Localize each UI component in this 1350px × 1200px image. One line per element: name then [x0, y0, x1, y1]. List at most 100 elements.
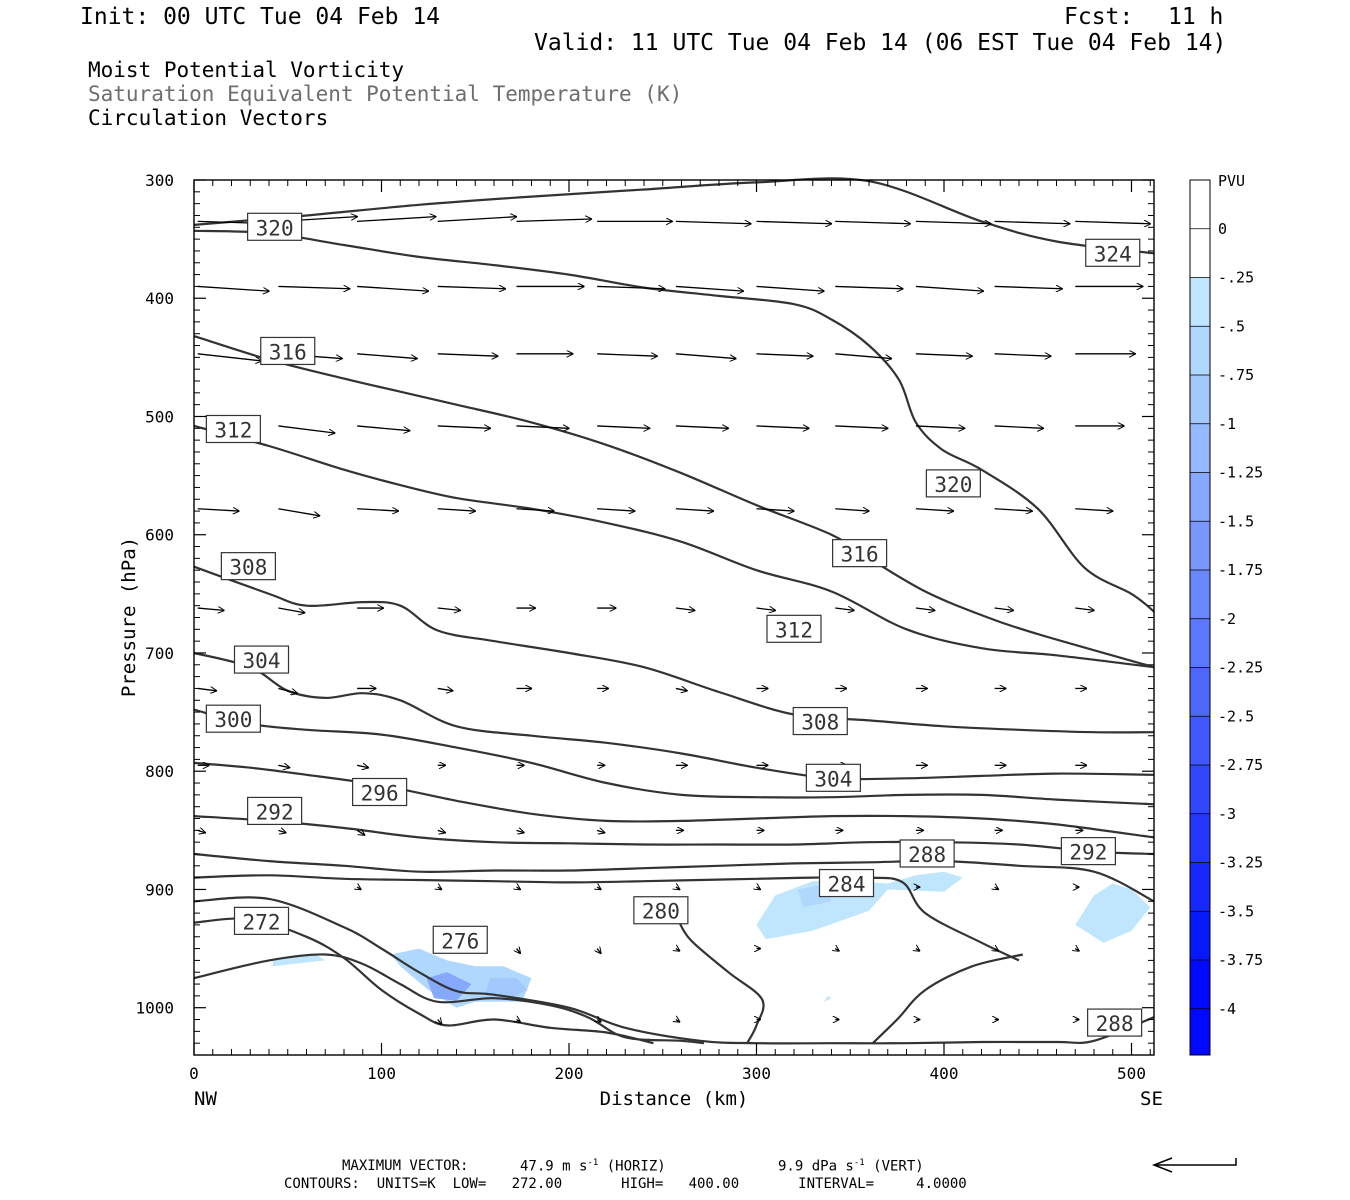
circulation-vector: [994, 221, 1070, 223]
circulation-vector: [994, 426, 1044, 428]
x-tick-label: 0: [189, 1064, 199, 1083]
circulation-vector: [437, 354, 498, 356]
circulation-vector: [597, 426, 650, 428]
colorbar-swatch: [1190, 277, 1210, 327]
circulation-vector: [597, 354, 657, 356]
circulation-vector: [995, 949, 999, 951]
contour-label: 288: [899, 839, 955, 868]
contour-label-box: [247, 796, 303, 826]
colorbar-swatch: [1190, 618, 1210, 668]
circulation-vector: [676, 887, 680, 889]
title-theta-es: Saturation Equivalent Potential Temperat…: [88, 82, 683, 106]
max-vector-label: MAXIMUM VECTOR:: [342, 1158, 469, 1174]
colorbar-swatch: [1190, 862, 1210, 912]
contour-label-text: 272: [243, 910, 281, 934]
contour-label: 292: [1060, 837, 1116, 866]
title-vectors: Circulation Vectors: [88, 106, 329, 130]
circulation-vector: [1075, 949, 1079, 951]
y-tick-label: 400: [145, 289, 174, 308]
circulation-vector: [1075, 608, 1094, 610]
y-tick-label: 1000: [135, 999, 174, 1018]
colorbar-swatch: [1190, 423, 1210, 473]
circulation-vector: [1075, 509, 1113, 511]
contour-label: 312: [766, 614, 822, 643]
circulation-vector: [437, 509, 476, 511]
contours-info: CONTOURS: UNITS=K LOW= 272.00 HIGH= 400.…: [284, 1176, 967, 1192]
contour-label-box: [247, 212, 303, 241]
y-tick-label: 700: [145, 644, 174, 663]
contour-label-text: 316: [269, 340, 307, 364]
x-label-se: SE: [1140, 1088, 1163, 1110]
theta-es-contour: [193, 852, 1155, 903]
circulation-vector: [197, 353, 262, 361]
x-axis-label: Distance (km): [600, 1088, 749, 1110]
title-mpv: Moist Potential Vorticity: [88, 58, 405, 82]
pv-shade-region: [426, 972, 472, 1001]
colorbar-swatch: [1190, 472, 1210, 522]
circulation-vector: [278, 687, 297, 693]
forecast-hours: 11 h: [1168, 4, 1224, 30]
contour-label: 312: [205, 414, 261, 444]
contour-label-text: 304: [243, 649, 281, 673]
circulation-vector: [675, 608, 695, 610]
y-tick-label: 900: [145, 880, 174, 899]
colorbar-swatch: [1190, 521, 1210, 570]
circulation-vector: [517, 949, 521, 954]
circulation-vector: [756, 354, 813, 356]
colorbar-label: 0: [1218, 220, 1227, 238]
colorbar-label: -3.5: [1218, 902, 1254, 920]
circulation-vector: [437, 286, 506, 288]
circulation-vector: [835, 608, 854, 610]
circulation-vector: [675, 509, 714, 511]
circulation-vector: [915, 285, 984, 291]
theta-es-contour: [193, 761, 1155, 839]
contour-label-box: [260, 336, 316, 366]
contour-label-box: [766, 614, 822, 643]
colorbar-label: -.5: [1218, 317, 1245, 335]
circulation-vector: [676, 949, 680, 951]
theta-es-contour: [193, 565, 1155, 734]
contour-label-box: [925, 469, 981, 498]
circulation-vector: [516, 509, 555, 511]
contour-label: 288: [1087, 1008, 1143, 1037]
circulation-vector: [756, 509, 795, 511]
colorbar-label: -1: [1218, 415, 1236, 433]
contour-label: 308: [792, 706, 848, 736]
contour-label-text: 292: [1069, 841, 1107, 865]
colorbar-swatch: [1190, 813, 1210, 863]
circulation-vector: [278, 607, 304, 613]
colorbar-label: -4: [1218, 1000, 1236, 1018]
pv-shade-region: [1075, 883, 1151, 943]
contour-labels: 320 324 316 312 320 316 308 312 304 300 308 304 296 2…: [205, 212, 1143, 1037]
colorbar-swatch: [1190, 228, 1210, 278]
theta-es-contour: [676, 918, 765, 1044]
theta-es-contour: [193, 335, 1155, 669]
circulation-vector: [278, 830, 286, 832]
contour-label-box: [633, 896, 689, 925]
colorbar-units: PVU: [1218, 172, 1245, 190]
contour-label-box: [832, 539, 888, 568]
contour-label-text: 300: [214, 708, 252, 732]
circulation-vector: [278, 508, 319, 516]
contour-label-text: 288: [1096, 1012, 1134, 1036]
contour-label: 304: [233, 645, 290, 674]
colorbar-label: -3: [1218, 805, 1236, 823]
circulation-vector: [835, 286, 903, 288]
contour-label: 324: [1085, 238, 1141, 267]
y-tick-label: 800: [145, 762, 174, 781]
contour-label: 292: [247, 796, 303, 826]
contour-label-box: [205, 414, 261, 444]
y-tick-label: 500: [145, 407, 174, 426]
contour-label: 320: [247, 212, 303, 241]
contour-label-text: 308: [801, 711, 839, 735]
colorbar-swatch: [1190, 326, 1210, 375]
theta-es-contour: [193, 424, 1155, 669]
theta-es-contour: [193, 917, 654, 1045]
theta-es-contour: [193, 874, 1020, 962]
circulation-vector: [357, 509, 398, 511]
colorbar-label: -1.75: [1218, 561, 1263, 579]
circulation-vector: [835, 426, 888, 428]
colorbar-swatch: [1190, 570, 1210, 619]
y-tick-label: 600: [145, 526, 174, 545]
circulation-vector: [437, 830, 446, 832]
